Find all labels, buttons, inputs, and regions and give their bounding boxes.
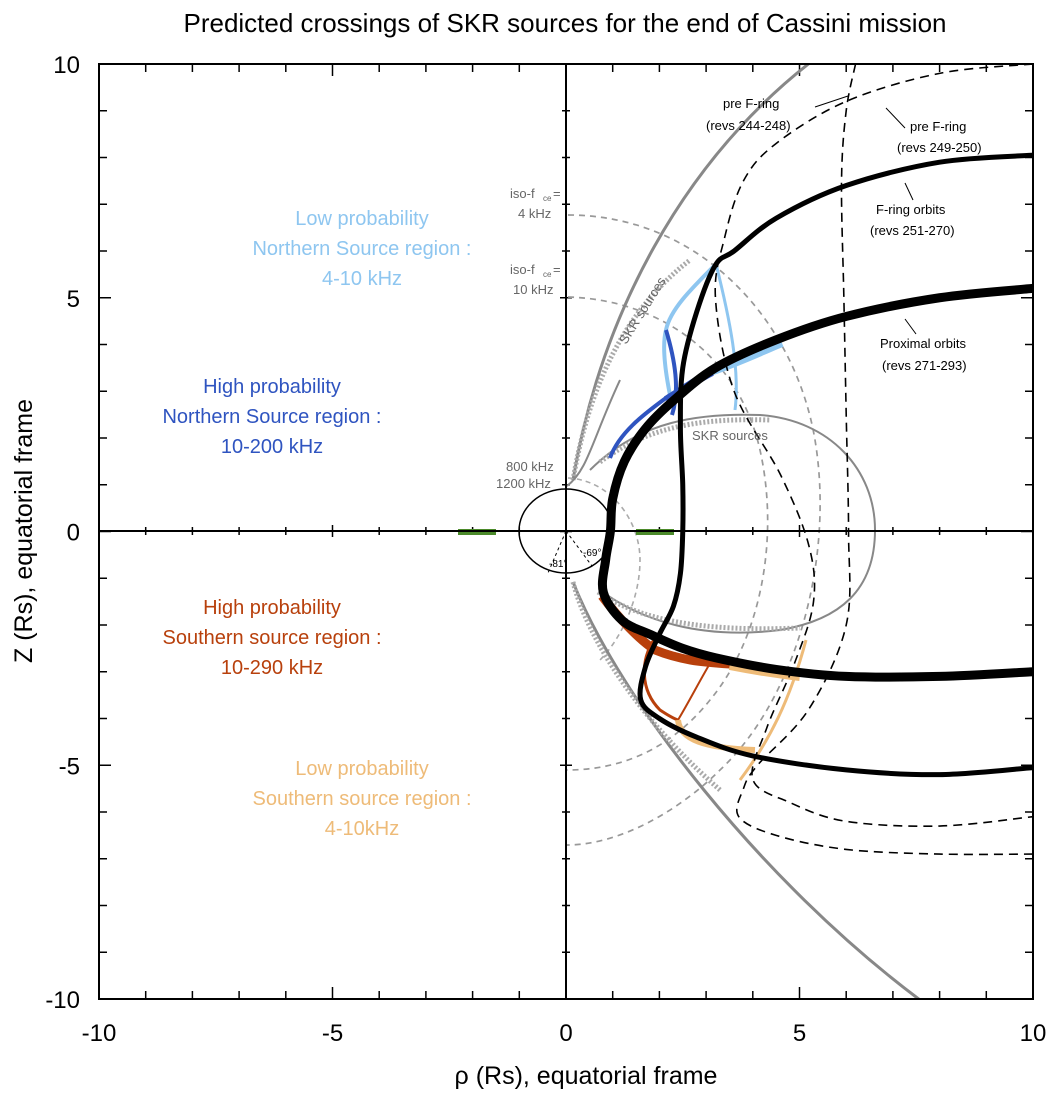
annotation-pre-fring-244-revs: (revs 244-248) — [706, 118, 791, 133]
iso-fce-10khz-contour — [566, 296, 769, 771]
annotation-iso-fce-4khz: iso-f ce = 4 kHz — [510, 186, 561, 221]
y-tick-label: 0 — [67, 520, 80, 547]
annotation-pre-fring-244-title: pre F-ring — [723, 96, 779, 111]
region-label-line: Southern source region : — [252, 788, 471, 810]
orbit-series-line — [714, 64, 1033, 828]
annotation-iso-fce-10khz: iso-f ce = 10 kHz — [510, 262, 561, 297]
region-label-line: 10-200 kHz — [221, 436, 323, 458]
iso-fce-label-subscript: ce — [543, 270, 552, 279]
x-tick-label: 10 — [1020, 1020, 1047, 1047]
skr-source-line-south — [571, 581, 921, 999]
region-label-line: High probability — [203, 597, 341, 619]
region-label-line: Southern source region : — [162, 627, 381, 649]
south-high-prob-segment-c — [677, 659, 713, 721]
annotation-pre-fring-244-leader — [814, 95, 849, 108]
annotation-800khz: 800 kHz — [506, 459, 554, 474]
tick-labels: -10 -5 0 5 10 -10 -5 0 5 10 — [45, 52, 1046, 1047]
skr-source-markers-north — [570, 258, 692, 481]
region-label-line: Low probability — [295, 208, 428, 230]
annotation-proximal-leader — [904, 318, 917, 335]
annotation-fring-revs: (revs 251-270) — [870, 223, 955, 238]
chart-title: Predicted crossings of SKR sources for t… — [183, 8, 947, 38]
annotation-lat-69: -69° — [583, 548, 601, 559]
iso-fce-label-subscript: ce — [543, 194, 552, 203]
skr-source-oval — [589, 413, 877, 634]
iso-fce-label-prefix: iso-f — [510, 186, 535, 201]
annotation-proximal-revs: (revs 271-293) — [882, 358, 967, 373]
orbit-series-line — [735, 64, 1033, 856]
orbit-series-line — [637, 152, 1033, 778]
x-tick-label: -5 — [322, 1020, 343, 1047]
x-tick-label: 5 — [793, 1020, 806, 1047]
y-tick-label: -10 — [45, 987, 80, 1014]
y-axis-label: Z (Rs), equatorial frame — [10, 399, 38, 663]
x-tick-label: -10 — [82, 1020, 117, 1047]
north-high-prob-segment-b — [664, 329, 678, 416]
latitude-line-81 — [547, 530, 567, 574]
y-tick-label: -5 — [59, 753, 80, 780]
annotation-pre-fring-249-leader — [885, 107, 906, 129]
region-label-line: 10-290 kHz — [221, 657, 323, 679]
skr-source-markers-south — [570, 581, 722, 792]
skr-source-line-north — [571, 64, 811, 481]
annotation-skr-sources-oval: SKR sources — [692, 428, 768, 443]
south-low-prob-segment-c — [738, 639, 808, 781]
region-label-line: Northern Source region : — [162, 406, 381, 428]
region-labels: Low probability Northern Source region : 4… — [162, 208, 471, 840]
annotation-fring-leader — [904, 182, 914, 201]
iso-fce-label-value: 10 kHz — [513, 282, 553, 297]
annotation-pre-fring-249-title: pre F-ring — [910, 119, 966, 134]
orbit-series — [597, 64, 1033, 856]
region-label-line: Low probability — [295, 758, 428, 780]
skr-source-markers-oval-south — [596, 589, 801, 632]
x-axis-label: ρ (Rs), equatorial frame — [455, 1062, 718, 1090]
annotation-fring-title: F-ring orbits — [876, 202, 946, 217]
latitude-line-69 — [565, 530, 593, 567]
iso-fce-label-value: 4 kHz — [518, 206, 551, 221]
skr-inner-north — [566, 379, 621, 487]
region-label-line: High probability — [203, 376, 341, 398]
iso-fce-4khz-contour — [566, 214, 821, 846]
north-high-prob-segment-a — [608, 393, 672, 459]
north-low-prob-segment-a — [662, 262, 718, 396]
orbit-series-line — [597, 283, 1033, 682]
annotation-1200khz: 1200 kHz — [496, 476, 551, 491]
annotation-lat-81: -81° — [549, 559, 567, 570]
iso-fce-label-prefix: iso-f — [510, 262, 535, 277]
skr-source-markers-oval-north — [598, 417, 771, 465]
annotation-pre-fring-249-revs: (revs 249-250) — [897, 140, 982, 155]
south-low-prob-segment-b — [675, 719, 756, 753]
region-label-line: 4-10kHz — [325, 818, 399, 840]
y-tick-label: 5 — [67, 286, 80, 313]
x-tick-label: 0 — [559, 1020, 572, 1047]
iso-fce-800khz-contour — [567, 477, 641, 661]
iso-fce-label-equals: = — [553, 262, 561, 277]
y-tick-label: 10 — [53, 52, 80, 79]
region-label-line: 4-10 kHz — [322, 268, 402, 290]
iso-fce-label-equals: = — [553, 186, 561, 201]
annotation-proximal-title: Proximal orbits — [880, 336, 966, 351]
region-label-line: Northern Source region : — [252, 238, 471, 260]
